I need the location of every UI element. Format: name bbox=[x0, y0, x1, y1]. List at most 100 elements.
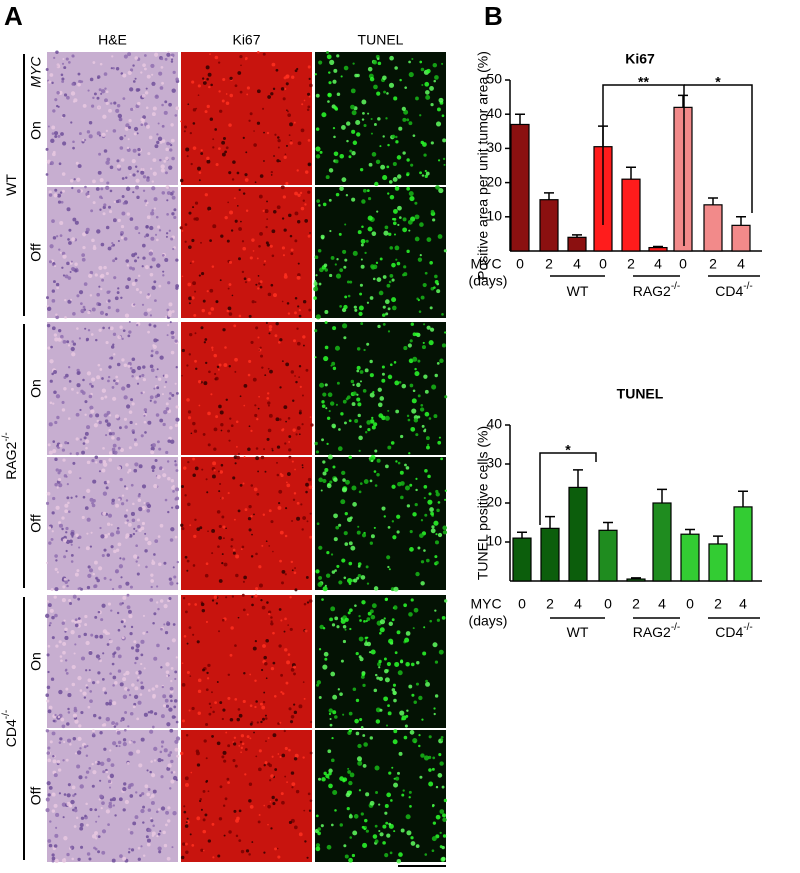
micrograph-cell bbox=[359, 789, 361, 791]
micrograph-cell bbox=[125, 177, 127, 179]
micrograph-cell bbox=[118, 745, 120, 747]
micrograph-cell bbox=[410, 730, 415, 735]
micrograph-cell bbox=[151, 465, 155, 469]
micrograph-cell bbox=[268, 368, 270, 370]
micrograph-cell bbox=[86, 770, 89, 773]
micrograph-cell bbox=[199, 171, 202, 174]
micrograph-cell bbox=[66, 722, 69, 725]
micrograph-cell bbox=[388, 526, 391, 529]
micrograph-cell bbox=[99, 780, 101, 782]
micrograph-cell bbox=[280, 619, 282, 621]
micrograph-cell bbox=[129, 174, 131, 176]
micrograph-cell bbox=[402, 227, 407, 232]
micrograph-cell bbox=[386, 92, 389, 95]
micrograph-cell bbox=[190, 833, 192, 835]
micrograph-cell bbox=[363, 764, 367, 768]
micrograph-cell bbox=[316, 154, 320, 158]
micrograph-cell bbox=[140, 640, 144, 644]
micrograph-cell bbox=[137, 102, 140, 105]
micrograph-cell bbox=[92, 770, 96, 774]
micrograph-cell bbox=[73, 342, 76, 345]
micrograph-cell bbox=[258, 245, 261, 248]
micrograph-cell bbox=[54, 135, 57, 138]
micrograph-cell bbox=[65, 659, 67, 661]
micrograph-cell bbox=[210, 393, 212, 395]
micrograph-cell bbox=[147, 215, 151, 219]
micrograph-cell bbox=[363, 124, 366, 127]
micrograph-cell bbox=[160, 86, 164, 90]
micrograph-cell bbox=[158, 833, 161, 836]
micrograph-cell bbox=[125, 582, 129, 586]
micrograph-cell bbox=[106, 181, 109, 184]
micrograph-cell bbox=[80, 846, 83, 849]
micrograph-cell bbox=[184, 635, 187, 638]
micrograph-cell bbox=[245, 178, 249, 182]
column-header: H&E bbox=[98, 32, 127, 48]
micrograph-cell bbox=[144, 312, 148, 316]
micrograph-cell bbox=[296, 790, 299, 793]
micrograph-cell bbox=[148, 808, 152, 812]
micrograph-cell bbox=[88, 329, 90, 331]
micrograph-cell bbox=[85, 439, 89, 443]
micrograph-cell bbox=[261, 706, 265, 710]
micrograph-cell bbox=[51, 678, 54, 681]
micrograph-cell bbox=[112, 386, 115, 389]
micrograph-cell bbox=[429, 261, 433, 265]
micrograph-cell bbox=[416, 683, 419, 686]
micrograph-cell bbox=[134, 442, 138, 446]
micrograph-cell bbox=[329, 230, 331, 232]
micrograph-cell bbox=[290, 235, 293, 238]
micrograph-cell bbox=[68, 470, 72, 474]
micrograph-cell bbox=[217, 510, 221, 514]
micrograph-cell bbox=[344, 223, 346, 225]
micrograph-cell bbox=[93, 714, 96, 717]
micrograph-cell bbox=[170, 321, 172, 323]
micrograph-cell bbox=[438, 773, 443, 778]
micrograph-cell bbox=[91, 378, 95, 382]
micrograph-cell bbox=[164, 604, 168, 608]
micrograph-cell bbox=[71, 560, 74, 563]
micrograph-cell bbox=[350, 546, 355, 551]
micrograph-cell bbox=[389, 246, 393, 250]
micrograph-cell bbox=[428, 492, 431, 495]
micrograph-cell bbox=[411, 408, 416, 413]
micrograph-cell bbox=[441, 857, 445, 861]
micrograph-cell bbox=[166, 213, 169, 216]
micrograph-cell bbox=[101, 377, 104, 380]
micrograph-cell bbox=[47, 492, 51, 496]
micrograph-cell bbox=[110, 798, 113, 801]
micrograph-cell bbox=[131, 626, 133, 628]
micrograph-cell bbox=[66, 585, 68, 587]
micrograph-cell bbox=[306, 576, 309, 579]
micrograph-cell bbox=[317, 827, 321, 831]
micrograph-cell bbox=[169, 392, 172, 395]
micrograph-cell bbox=[152, 687, 155, 690]
micrograph-cell bbox=[104, 413, 108, 417]
micrograph-cell bbox=[327, 93, 332, 98]
micrograph-cell bbox=[75, 618, 78, 621]
micrograph-cell bbox=[150, 273, 154, 277]
micrograph-cell bbox=[439, 359, 443, 363]
error-bar bbox=[678, 95, 688, 107]
micrograph-cell bbox=[228, 674, 230, 676]
micrograph-cell bbox=[113, 550, 117, 554]
micrograph-cell bbox=[296, 328, 298, 330]
micrograph-cell bbox=[113, 444, 117, 448]
micrograph-cell bbox=[395, 259, 397, 261]
micrograph-cell bbox=[376, 719, 380, 723]
micrograph-cell bbox=[411, 323, 414, 326]
micrograph-cell bbox=[345, 618, 349, 622]
micrograph-cell bbox=[188, 603, 191, 606]
micrograph-cell bbox=[52, 755, 54, 757]
micrograph-cell bbox=[402, 384, 407, 389]
micrograph-cell bbox=[255, 301, 257, 303]
micrograph-cell bbox=[180, 524, 183, 527]
micrograph-cell bbox=[364, 252, 366, 254]
micrograph-cell bbox=[102, 652, 104, 654]
micrograph-cell bbox=[276, 322, 279, 325]
micrograph-cell bbox=[68, 783, 71, 786]
micrograph-cell bbox=[314, 280, 316, 282]
micrograph-cell bbox=[86, 533, 88, 535]
micrograph-cell bbox=[235, 220, 238, 223]
micrograph-cell bbox=[255, 456, 259, 460]
